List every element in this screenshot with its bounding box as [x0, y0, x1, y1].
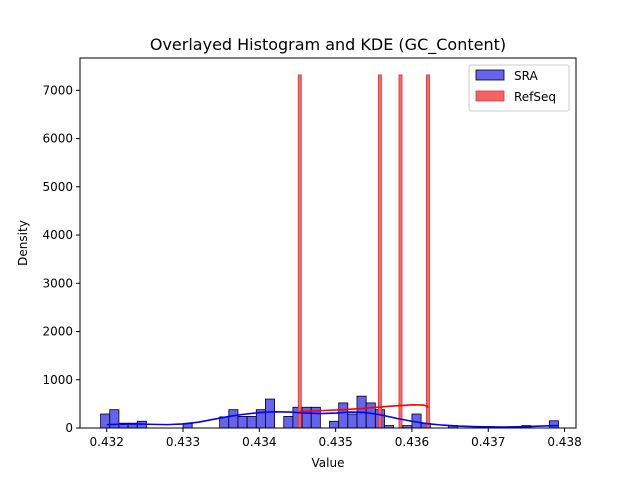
plot-frame	[79, 57, 577, 429]
y-axis-ticks: 0 1000 2000 3000 4000 5000 6000 7000	[42, 83, 80, 435]
refseq-bar-1	[377, 74, 382, 429]
y-tick-label-2: 2000	[42, 325, 73, 339]
x-tick-label-1: 0.433	[166, 435, 200, 449]
sra-bar-29	[548, 420, 559, 429]
refseq-bar-0	[297, 74, 302, 429]
kde-lines	[106, 404, 559, 428]
x-axis-title: Value	[312, 456, 345, 470]
x-axis-ticks: 0.432 0.433 0.434 0.435 0.436 0.437 0.438	[90, 428, 582, 449]
refseq-histogram	[297, 74, 430, 429]
legend-swatch-refseq	[475, 90, 505, 102]
sra-bar-18	[347, 413, 358, 429]
sra-bar-20	[365, 402, 376, 429]
sra-bar-17	[338, 402, 349, 429]
refseq-bar-2	[398, 74, 403, 429]
refseq-bar-3	[426, 74, 430, 429]
sra-bar-0	[100, 413, 111, 429]
x-tick-label-4: 0.436	[395, 435, 429, 449]
legend-label-refseq: RefSeq	[514, 90, 556, 104]
sra-bar-12	[283, 416, 294, 429]
legend-swatch-sra	[475, 69, 505, 81]
sra-bar-11	[265, 398, 275, 429]
y-tick-label-4: 4000	[42, 228, 73, 242]
y-tick-label-0: 0	[65, 421, 73, 435]
x-tick-label-5: 0.437	[471, 435, 505, 449]
y-tick-label-6: 6000	[42, 132, 73, 146]
legend: SRA RefSeq	[468, 64, 570, 112]
sra-bar-8	[237, 416, 248, 429]
legend-label-sra: SRA	[514, 69, 538, 83]
y-tick-label-1: 1000	[42, 373, 73, 387]
sra-bar-16	[329, 420, 340, 429]
y-tick-label-5: 5000	[42, 180, 73, 194]
x-tick-label-0: 0.432	[90, 435, 124, 449]
sra-kde-line	[106, 411, 559, 428]
y-tick-label-7: 7000	[42, 83, 73, 97]
sra-histogram	[100, 395, 559, 429]
y-tick-label-3: 3000	[42, 276, 73, 290]
y-axis-title: Density	[16, 220, 30, 266]
x-tick-label-6: 0.438	[547, 435, 581, 449]
x-tick-label-3: 0.435	[318, 435, 352, 449]
x-tick-label-2: 0.434	[242, 435, 276, 449]
sra-bar-7	[228, 409, 239, 429]
chart-title: Overlayed Histogram and KDE (GC_Content)	[150, 35, 506, 55]
sra-bar-9	[246, 416, 257, 429]
refseq-kde-line	[299, 404, 429, 413]
